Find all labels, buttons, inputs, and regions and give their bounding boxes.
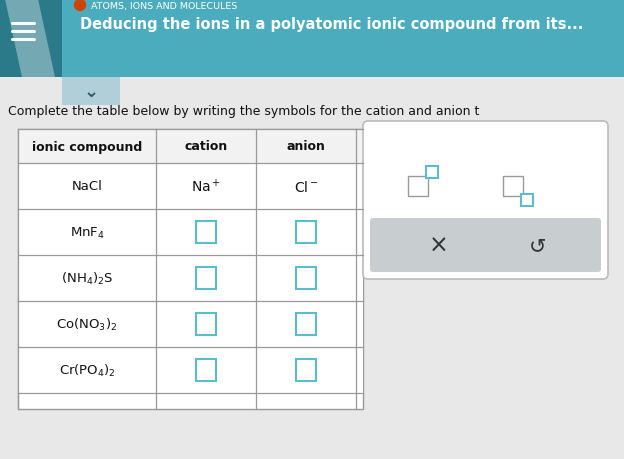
Bar: [18, 210, 363, 256]
Text: MnF$_4$: MnF$_4$: [69, 225, 104, 240]
Text: ↺: ↺: [529, 235, 546, 256]
Text: ×: ×: [429, 234, 449, 257]
Bar: [0, 0, 624, 78]
Polygon shape: [5, 0, 55, 78]
Bar: [296, 268, 316, 289]
Text: ATOMS, IONS AND MOLECULES: ATOMS, IONS AND MOLECULES: [91, 1, 237, 11]
Text: anion: anion: [286, 140, 326, 153]
Text: Cl$^-$: Cl$^-$: [294, 179, 318, 194]
Bar: [18, 347, 363, 393]
Circle shape: [74, 0, 85, 11]
Bar: [503, 177, 523, 196]
Text: Deducing the ions in a polyatomic ionic compound from its...: Deducing the ions in a polyatomic ionic …: [80, 17, 583, 31]
Bar: [196, 222, 216, 243]
Bar: [296, 222, 316, 243]
Bar: [521, 195, 533, 207]
Text: Cr$(\mathrm{PO_4})_2$: Cr$(\mathrm{PO_4})_2$: [59, 362, 115, 378]
Text: cation: cation: [184, 140, 228, 153]
Text: ⌄: ⌄: [84, 83, 99, 101]
Bar: [62, 78, 120, 106]
Bar: [18, 302, 363, 347]
Bar: [18, 130, 363, 164]
FancyBboxPatch shape: [363, 122, 608, 280]
Bar: [0, 0, 62, 78]
Text: NaCl: NaCl: [72, 180, 102, 193]
Bar: [18, 256, 363, 302]
Bar: [196, 268, 216, 289]
Text: ionic compound: ionic compound: [32, 140, 142, 153]
Bar: [408, 177, 428, 196]
Bar: [18, 164, 363, 210]
Text: $(\mathrm{NH_4})_2\mathrm{S}$: $(\mathrm{NH_4})_2\mathrm{S}$: [61, 270, 114, 286]
Bar: [426, 167, 438, 179]
Bar: [196, 313, 216, 335]
FancyBboxPatch shape: [370, 218, 601, 272]
Text: Co$(\mathrm{NO_3})_2$: Co$(\mathrm{NO_3})_2$: [56, 316, 118, 332]
Bar: [296, 359, 316, 381]
Text: Complete the table below by writing the symbols for the cation and anion t: Complete the table below by writing the …: [8, 105, 479, 118]
Text: Na$^+$: Na$^+$: [191, 178, 221, 195]
Bar: [196, 359, 216, 381]
Bar: [18, 130, 363, 409]
Bar: [296, 313, 316, 335]
